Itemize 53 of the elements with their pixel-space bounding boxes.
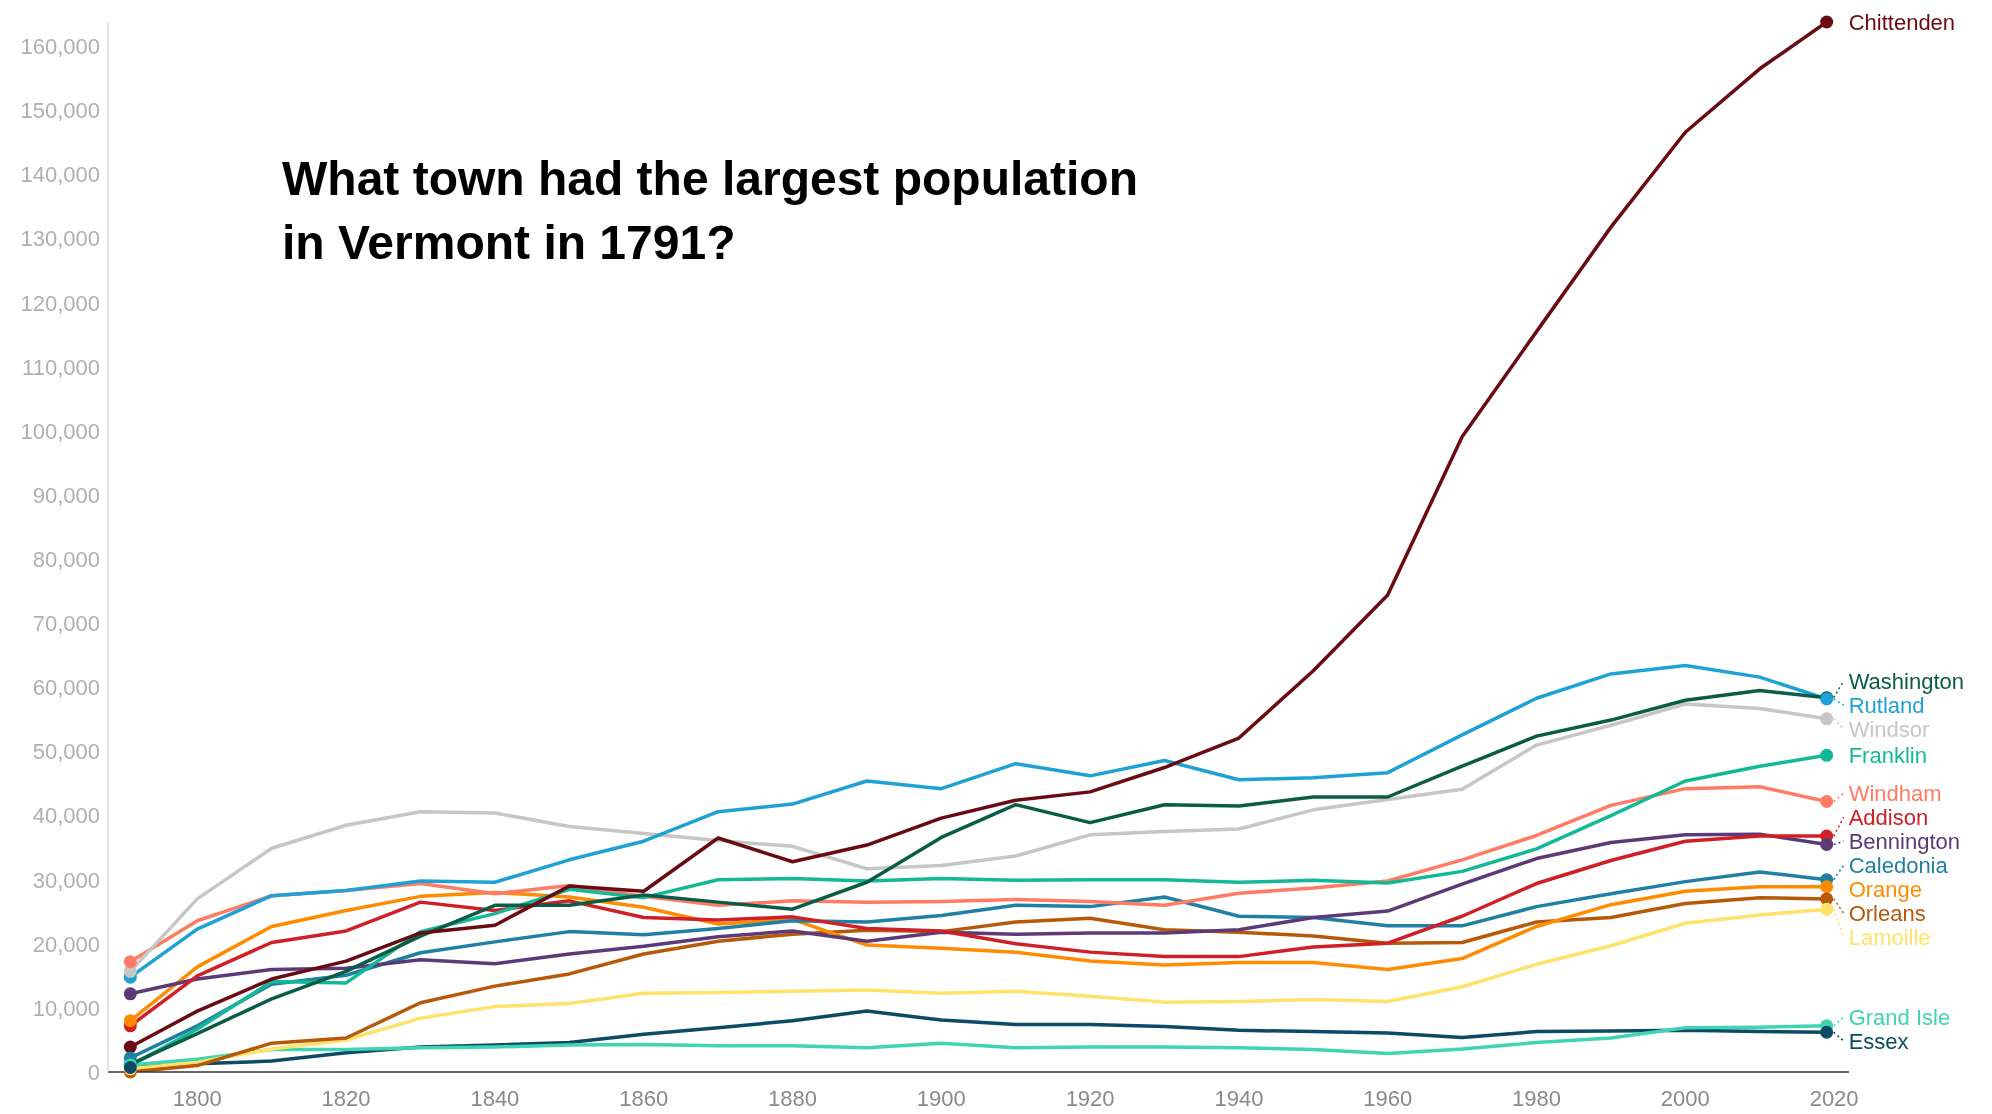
y-tick-label: 100,000: [20, 418, 100, 444]
x-tick-label: 1820: [321, 1085, 371, 1111]
y-tick-label: 40,000: [32, 803, 100, 829]
y-tick-label: 50,000: [32, 739, 100, 765]
x-tick-label: 1800: [172, 1085, 222, 1111]
x-tick-label: 1920: [1065, 1085, 1115, 1111]
y-tick-label: 160,000: [20, 34, 100, 60]
y-tick-label: 130,000: [20, 226, 100, 252]
text: What town had the largest population in Vermont in 1791?: [282, 151, 1139, 271]
point: [123, 1040, 137, 1054]
x-tick-label: 1880: [768, 1085, 817, 1111]
legend-label: Grand Isle: [1848, 1004, 1951, 1030]
y-tick-label: 120,000: [20, 290, 100, 316]
point: [123, 987, 137, 1001]
point: [1820, 748, 1834, 762]
point: [1820, 712, 1834, 726]
x-tick-label: 1980: [1512, 1085, 1561, 1111]
y-tick-label: 60,000: [32, 675, 100, 701]
series-label: Franklin: [1848, 742, 1927, 768]
x-tick-label: 2020: [1809, 1085, 1859, 1111]
series-label: Lamoille: [1848, 924, 1931, 950]
point: [1820, 837, 1834, 851]
series-label: Chittenden: [1848, 9, 1956, 35]
x-tick-label: 1900: [916, 1085, 966, 1111]
point: [1820, 15, 1834, 29]
x-tick-label: 1860: [619, 1085, 669, 1111]
x-tick-label: 2000: [1660, 1085, 1710, 1111]
legend-label: Addison: [1848, 804, 1929, 830]
x-tick-label: 1840: [470, 1085, 520, 1111]
legend-label: Windsor: [1848, 716, 1930, 742]
y-tick-label: 70,000: [32, 611, 100, 637]
legend-label: Washington: [1848, 668, 1965, 694]
x-tick-label: 1940: [1214, 1085, 1264, 1111]
series-label: Orange: [1848, 876, 1923, 902]
point: [123, 1014, 137, 1028]
y-tick-label: 110,000: [22, 354, 100, 380]
y-tick-label: 150,000: [20, 98, 100, 124]
legend-label: Essex: [1848, 1028, 1909, 1054]
point: [1820, 902, 1834, 916]
y-tick-label: 30,000: [32, 867, 100, 893]
point: [1820, 1025, 1834, 1039]
y-tick-label: 80,000: [32, 546, 100, 572]
y-tick-label: 20,000: [32, 931, 100, 957]
y-tick-label: 140,000: [20, 162, 100, 188]
point: [1820, 880, 1834, 894]
legend-label: Windham: [1848, 780, 1942, 806]
legend-label: Bennington: [1848, 828, 1961, 854]
y-tick-label: 0: [87, 1059, 100, 1085]
point: [123, 955, 137, 969]
point: [1820, 794, 1834, 808]
y-tick-label: 90,000: [32, 482, 100, 508]
x-tick-label: 1960: [1363, 1085, 1413, 1111]
y-tick-label: 10,000: [32, 995, 100, 1021]
